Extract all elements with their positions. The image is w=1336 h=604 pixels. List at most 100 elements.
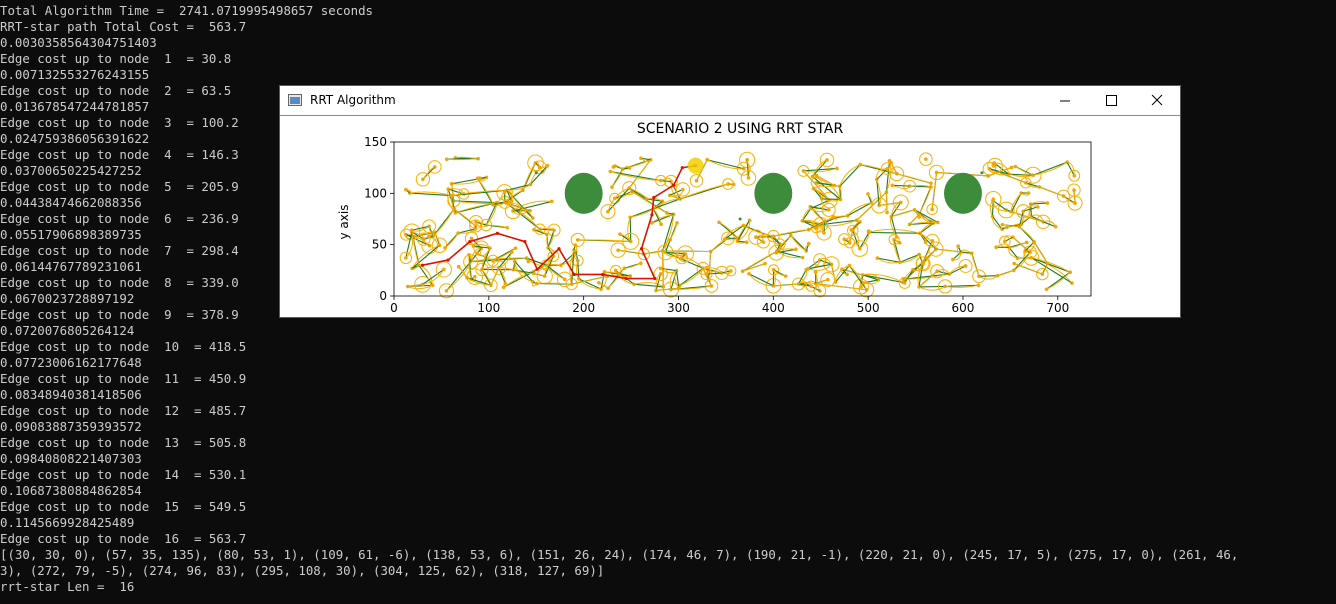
tree-node <box>677 286 681 290</box>
tree-edge <box>892 184 910 187</box>
tree-edge <box>505 202 541 230</box>
search-loop <box>926 203 938 216</box>
tree-edge <box>1030 202 1048 205</box>
tree-edge <box>724 224 744 240</box>
tree-edge <box>847 202 872 217</box>
rewire-arc <box>708 251 712 281</box>
tree-edge <box>660 267 677 272</box>
search-loop <box>919 152 933 166</box>
tree-edge <box>1046 271 1071 290</box>
minimize-button[interactable] <box>1042 86 1088 115</box>
window-titlebar[interactable]: RRT Algorithm <box>280 86 1180 116</box>
console-line: 0.04438474662088356 <box>0 195 142 210</box>
search-loop <box>851 240 869 257</box>
tree-node <box>679 256 684 260</box>
console-line: 0.09083887359393572 <box>0 419 142 434</box>
search-loop <box>821 202 836 217</box>
x-tick-label: 400 <box>762 301 785 315</box>
search-loop <box>1057 189 1070 203</box>
search-loop <box>888 234 900 246</box>
tree-edge <box>577 260 580 279</box>
y-tick-label: 150 <box>364 135 387 149</box>
obstacle-speck <box>980 171 984 175</box>
tree-node <box>995 273 1000 278</box>
tree-edge <box>655 273 662 291</box>
tree-node <box>526 259 531 264</box>
rewire-arc <box>892 184 911 190</box>
search-loop <box>805 280 817 292</box>
tree-edge <box>992 216 1003 230</box>
rewire-arc <box>628 159 652 189</box>
tree-edge <box>893 239 901 263</box>
tree-node <box>474 220 478 224</box>
tree-node <box>744 240 749 245</box>
search-loop <box>600 204 616 220</box>
tree-node <box>501 285 506 290</box>
tree-edge <box>485 202 498 226</box>
search-loop <box>997 201 1015 219</box>
search-loop <box>675 251 689 265</box>
tree-edge <box>890 202 902 217</box>
tree-node <box>659 178 663 183</box>
rewire-arc <box>859 232 870 249</box>
tree-node <box>444 289 449 293</box>
console-line: Edge cost up to node 1 = 30.8 <box>0 51 232 66</box>
rewire-arc <box>706 159 744 170</box>
tree-edge <box>820 219 857 226</box>
tree-node <box>866 229 871 233</box>
tree-node <box>675 221 679 225</box>
rewire-arc <box>577 239 631 242</box>
search-loop <box>756 235 770 249</box>
rewire-arc <box>1013 252 1031 271</box>
tree-node <box>1012 261 1016 266</box>
tree-edge <box>1025 182 1040 188</box>
rewire-arc <box>652 198 681 210</box>
search-loop <box>435 261 452 278</box>
path-node <box>495 231 499 235</box>
search-loop <box>823 256 840 273</box>
tree-edge <box>514 261 534 283</box>
tree-edge <box>771 236 781 245</box>
tree-node <box>746 176 751 180</box>
rewire-arc <box>807 263 832 271</box>
tree-node <box>613 268 618 273</box>
tree-edge <box>665 251 704 269</box>
console-line: Edge cost up to node 16 = 563.7 <box>0 531 247 546</box>
tree-edge <box>812 176 841 200</box>
tree-node <box>616 248 620 252</box>
x-tick-label: 300 <box>667 301 690 315</box>
rewire-arc <box>1033 241 1048 264</box>
tree-edge <box>813 188 823 200</box>
search-loop <box>847 224 859 237</box>
tree-node <box>404 256 408 260</box>
tree-edge <box>876 168 888 180</box>
rrt-tree <box>399 151 1083 299</box>
rewire-arc <box>772 269 776 287</box>
rewire-arc <box>611 168 624 188</box>
tree-edge <box>1066 161 1075 177</box>
x-tick-label: 100 <box>477 301 500 315</box>
search-loop <box>657 244 674 261</box>
tree-edge <box>801 208 812 222</box>
console-line: 0.08348940381418506 <box>0 387 142 402</box>
x-tick-label: 0 <box>390 301 398 315</box>
tree-edge <box>652 208 662 225</box>
y-tick-label: 0 <box>379 289 387 303</box>
rewire-arc <box>451 176 487 185</box>
tree-node <box>875 256 880 260</box>
rewire-arc <box>847 202 872 217</box>
tree-edge <box>619 233 632 242</box>
obstacle-circle <box>754 172 793 214</box>
tree-edge <box>852 230 858 244</box>
search-loop <box>504 202 522 220</box>
rewire-arc <box>422 269 445 285</box>
rewire-arc <box>571 275 608 285</box>
tree-node <box>890 183 895 188</box>
close-button[interactable] <box>1134 86 1180 115</box>
tree-node <box>628 215 632 220</box>
path-node <box>468 239 472 244</box>
tree-edge <box>798 283 812 287</box>
search-loop <box>958 259 973 273</box>
rewire-arc <box>903 273 950 280</box>
maximize-button[interactable] <box>1088 86 1134 115</box>
